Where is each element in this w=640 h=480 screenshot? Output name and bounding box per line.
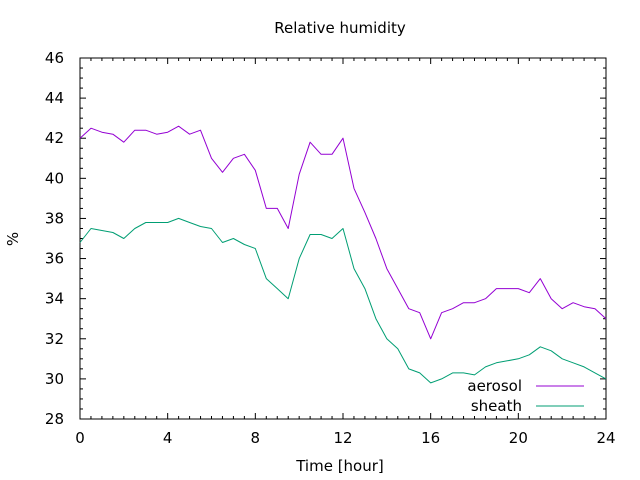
x-tick-label: 0 bbox=[75, 429, 85, 447]
plot-area bbox=[79, 57, 607, 420]
plot-frame bbox=[79, 57, 607, 420]
legend-label-sheath: sheath bbox=[471, 397, 522, 415]
x-tick-label: 8 bbox=[251, 429, 261, 447]
y-tick-label: 36 bbox=[45, 250, 64, 268]
y-tick-label: 30 bbox=[45, 370, 64, 388]
legend-label-aerosol: aerosol bbox=[467, 377, 522, 395]
x-tick-label: 16 bbox=[421, 429, 440, 447]
x-axis: 0 4 8 12 16 20 24 bbox=[75, 58, 616, 447]
x-tick-label: 20 bbox=[509, 429, 528, 447]
y-tick-label: 44 bbox=[45, 89, 64, 107]
series-line-aerosol bbox=[79, 125, 607, 340]
y-axis-label: % bbox=[4, 232, 22, 246]
x-tick-label: 12 bbox=[333, 429, 352, 447]
y-tick-label: 40 bbox=[45, 169, 64, 187]
y-tick-label: 46 bbox=[45, 49, 64, 67]
x-tick-label: 4 bbox=[163, 429, 173, 447]
y-tick-label: 32 bbox=[45, 330, 64, 348]
x-axis-label: Time [hour] bbox=[295, 457, 384, 475]
y-tick-label: 38 bbox=[45, 209, 64, 227]
x-tick-label: 24 bbox=[596, 429, 615, 447]
y-tick-label: 34 bbox=[45, 290, 64, 308]
series-line-sheath bbox=[79, 217, 607, 384]
legend: aerosol sheath bbox=[467, 377, 584, 415]
y-tick-label: 28 bbox=[45, 410, 64, 428]
chart-title: Relative humidity bbox=[274, 19, 406, 37]
y-tick-label: 42 bbox=[45, 129, 64, 147]
series-layer bbox=[79, 125, 607, 384]
y-axis: 28 30 32 34 36 38 40 42 44 46 bbox=[45, 49, 606, 428]
